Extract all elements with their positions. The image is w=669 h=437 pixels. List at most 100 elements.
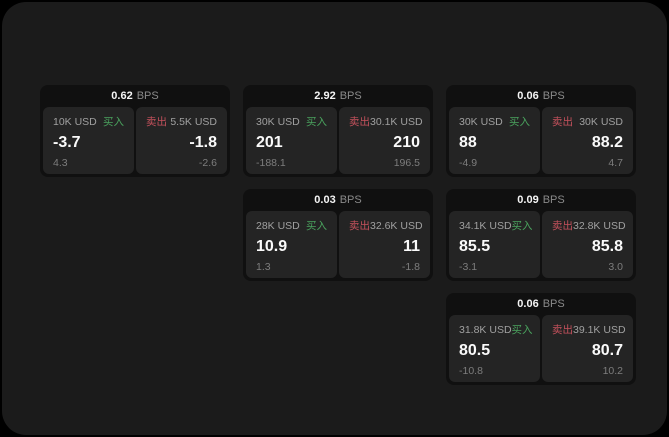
buy-panel-header: 10K USD 买入 bbox=[53, 114, 124, 129]
sell-change: 4.7 bbox=[608, 156, 623, 169]
buy-amount-label: 31.8K USD bbox=[459, 323, 512, 336]
buy-price: 80.5 bbox=[459, 342, 491, 360]
sell-panel[interactable]: 卖出 32.6K USD 11 -1.8 bbox=[339, 211, 430, 278]
sell-side-label: 卖出 bbox=[146, 116, 167, 128]
buy-panel[interactable]: 10K USD 买入 -3.7 4.3 bbox=[43, 107, 134, 174]
buy-side-label: 买入 bbox=[306, 220, 327, 232]
buy-side-label: 买入 bbox=[103, 116, 124, 128]
buy-price: 10.9 bbox=[256, 238, 288, 256]
quote-card: 0.06 BPS 31.8K USD 买入 80.5 -10.8 卖出 39.1… bbox=[446, 293, 636, 385]
sell-price: 210 bbox=[393, 134, 420, 152]
quote-panels: 30K USD 买入 88 -4.9 卖出 30K USD 88.2 4.7 bbox=[446, 107, 636, 177]
sell-amount-label: 30.1K USD bbox=[370, 115, 423, 128]
sell-panel[interactable]: 卖出 32.8K USD 85.8 3.0 bbox=[542, 211, 633, 278]
sell-price: 80.7 bbox=[591, 342, 623, 360]
buy-side-label: 买入 bbox=[509, 116, 530, 128]
buy-change: -10.8 bbox=[459, 364, 483, 377]
buy-panel-header: 28K USD 买入 bbox=[256, 218, 327, 233]
bps-unit-label: BPS bbox=[136, 90, 159, 102]
buy-change: 4.3 bbox=[53, 156, 68, 169]
sell-amount-label: 39.1K USD bbox=[573, 323, 626, 336]
bps-unit-label: BPS bbox=[339, 90, 362, 102]
quote-card: 0.06 BPS 30K USD 买入 88 -4.9 卖出 30K USD bbox=[446, 85, 636, 177]
sell-side-label: 卖出 bbox=[349, 116, 370, 128]
buy-amount-label: 30K USD bbox=[256, 115, 300, 128]
bps-header: 0.06 BPS bbox=[446, 85, 636, 107]
buy-panel-header: 30K USD 买入 bbox=[256, 114, 327, 129]
sell-change: -2.6 bbox=[198, 156, 217, 169]
quote-panels: 28K USD 买入 10.9 1.3 卖出 32.6K USD 11 -1.8 bbox=[243, 211, 433, 281]
buy-side-label: 买入 bbox=[511, 220, 533, 232]
sell-side-label: 卖出 bbox=[552, 324, 573, 336]
buy-panel[interactable]: 31.8K USD 买入 80.5 -10.8 bbox=[449, 315, 540, 382]
quote-panels: 10K USD 买入 -3.7 4.3 卖出 5.5K USD -1.8 -2.… bbox=[40, 107, 230, 177]
sell-panel[interactable]: 卖出 5.5K USD -1.8 -2.6 bbox=[136, 107, 227, 174]
sell-panel[interactable]: 卖出 39.1K USD 80.7 10.2 bbox=[542, 315, 633, 382]
bps-header: 0.62 BPS bbox=[40, 85, 230, 107]
sell-change: 196.5 bbox=[393, 156, 420, 169]
buy-change: -3.1 bbox=[459, 260, 478, 273]
sell-price: 88.2 bbox=[591, 134, 623, 152]
sell-side-label: 卖出 bbox=[552, 220, 573, 232]
bps-value: 2.92 bbox=[314, 90, 336, 102]
bps-header: 2.92 BPS bbox=[243, 85, 433, 107]
sell-change: 3.0 bbox=[608, 260, 623, 273]
bps-header: 0.09 BPS bbox=[446, 189, 636, 211]
sell-side-label: 卖出 bbox=[552, 116, 573, 128]
buy-amount-label: 10K USD bbox=[53, 115, 97, 128]
buy-price: 201 bbox=[256, 134, 283, 152]
buy-side-label: 买入 bbox=[306, 116, 327, 128]
quote-card: 0.62 BPS 10K USD 买入 -3.7 4.3 卖出 5.5K USD bbox=[40, 85, 230, 177]
bps-unit-label: BPS bbox=[542, 194, 565, 206]
quote-card: 0.09 BPS 34.1K USD 买入 85.5 -3.1 卖出 32.8K… bbox=[446, 189, 636, 281]
sell-side-label: 卖出 bbox=[349, 220, 370, 232]
buy-amount-label: 30K USD bbox=[459, 115, 503, 128]
bps-value: 0.06 bbox=[517, 90, 539, 102]
buy-panel[interactable]: 30K USD 买入 201 -188.1 bbox=[246, 107, 337, 174]
buy-panel-header: 31.8K USD 买入 bbox=[459, 322, 533, 337]
buy-panel[interactable]: 30K USD 买入 88 -4.9 bbox=[449, 107, 540, 174]
bps-unit-label: BPS bbox=[542, 90, 565, 102]
bps-value: 0.62 bbox=[111, 90, 133, 102]
quote-panels: 31.8K USD 买入 80.5 -10.8 卖出 39.1K USD 80.… bbox=[446, 315, 636, 385]
bps-unit-label: BPS bbox=[542, 298, 565, 310]
bps-value: 0.09 bbox=[517, 194, 539, 206]
sell-panel-header: 卖出 30K USD bbox=[552, 114, 623, 129]
quote-panels: 30K USD 买入 201 -188.1 卖出 30.1K USD 210 1… bbox=[243, 107, 433, 177]
sell-amount-label: 30K USD bbox=[579, 115, 623, 128]
buy-price: 88 bbox=[459, 134, 477, 152]
buy-panel-header: 30K USD 买入 bbox=[459, 114, 530, 129]
sell-amount-label: 5.5K USD bbox=[170, 115, 217, 128]
bps-value: 0.06 bbox=[517, 298, 539, 310]
sell-price: 11 bbox=[403, 238, 420, 256]
sell-amount-label: 32.8K USD bbox=[573, 219, 626, 232]
sell-panel[interactable]: 卖出 30K USD 88.2 4.7 bbox=[542, 107, 633, 174]
buy-price: 85.5 bbox=[459, 238, 491, 256]
sell-panel-header: 卖出 5.5K USD bbox=[146, 114, 217, 129]
sell-price: 85.8 bbox=[591, 238, 623, 256]
buy-panel[interactable]: 34.1K USD 买入 85.5 -3.1 bbox=[449, 211, 540, 278]
buy-change: -188.1 bbox=[256, 156, 286, 169]
quote-card-grid: 0.62 BPS 10K USD 买入 -3.7 4.3 卖出 5.5K USD bbox=[40, 85, 636, 385]
sell-price: -1.8 bbox=[189, 134, 217, 152]
bps-value: 0.03 bbox=[314, 194, 336, 206]
buy-panel[interactable]: 28K USD 买入 10.9 1.3 bbox=[246, 211, 337, 278]
sell-panel[interactable]: 卖出 30.1K USD 210 196.5 bbox=[339, 107, 430, 174]
bps-header: 0.03 BPS bbox=[243, 189, 433, 211]
sell-panel-header: 卖出 32.6K USD bbox=[349, 218, 423, 233]
sell-change: 10.2 bbox=[602, 364, 623, 377]
buy-amount-label: 34.1K USD bbox=[459, 219, 512, 232]
buy-panel-header: 34.1K USD 买入 bbox=[459, 218, 533, 233]
buy-price: -3.7 bbox=[53, 134, 81, 152]
quote-panels: 34.1K USD 买入 85.5 -3.1 卖出 32.8K USD 85.8… bbox=[446, 211, 636, 281]
sell-panel-header: 卖出 39.1K USD bbox=[552, 322, 626, 337]
sell-panel-header: 卖出 30.1K USD bbox=[349, 114, 423, 129]
buy-change: -4.9 bbox=[459, 156, 478, 169]
bps-header: 0.06 BPS bbox=[446, 293, 636, 315]
buy-change: 1.3 bbox=[256, 260, 271, 273]
quote-card: 2.92 BPS 30K USD 买入 201 -188.1 卖出 30.1K … bbox=[243, 85, 433, 177]
bps-unit-label: BPS bbox=[339, 194, 362, 206]
sell-panel-header: 卖出 32.8K USD bbox=[552, 218, 626, 233]
quote-card: 0.03 BPS 28K USD 买入 10.9 1.3 卖出 32.6K US… bbox=[243, 189, 433, 281]
